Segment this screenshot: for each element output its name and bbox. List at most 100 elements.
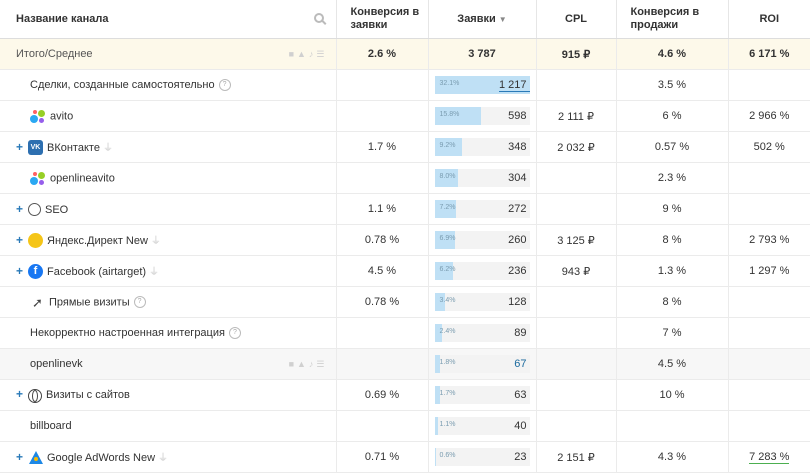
conv-sales-cell: 0.57 % — [616, 131, 729, 163]
roi-cell — [728, 193, 810, 225]
requests-bar-fill — [434, 324, 442, 342]
requests-value[interactable]: 89 — [514, 327, 527, 339]
requests-bar-fill — [434, 138, 462, 156]
requests-value[interactable]: 598 — [508, 110, 527, 122]
channel-name: Google AdWords New — [47, 451, 156, 464]
conv-sales-cell: 6 % — [616, 100, 729, 132]
requests-value[interactable]: 63 — [514, 389, 527, 401]
requests-share: 6.9% — [439, 235, 456, 242]
conv-cell: 1.7 % — [336, 131, 429, 163]
requests-value[interactable]: 128 — [508, 296, 527, 308]
conv-cell — [336, 317, 429, 349]
requests-bar-fill — [434, 200, 456, 218]
plug-icon: ⏚ — [102, 142, 113, 154]
requests-share: 6.2% — [439, 266, 456, 273]
channel-name: Сделки, созданные самостоятельно — [30, 78, 215, 91]
yandex-direct-icon — [28, 233, 43, 249]
requests-bar-fill — [434, 107, 482, 125]
channel-name-cell: + VK ВКонтакте ⏚ — [0, 131, 337, 163]
conv-cell: 4.5 % — [336, 255, 429, 287]
col-header-name[interactable]: Название канала — [0, 0, 337, 39]
requests-cell: 8.0% 304 — [428, 162, 537, 194]
help-icon[interactable]: ? — [228, 327, 241, 340]
conv-cell: 0.78 % — [336, 286, 429, 318]
expand-plus-icon[interactable]: + — [16, 139, 24, 154]
conv-cell — [336, 100, 429, 132]
requests-bar: 3.4% 128 — [434, 293, 530, 311]
requests-value[interactable]: 1 217 — [498, 79, 530, 92]
requests-cell: 6.2% 236 — [428, 255, 537, 287]
expand-plus-icon[interactable]: + — [16, 232, 24, 247]
expand-plus-icon[interactable]: + — [16, 387, 24, 402]
roi-cell — [728, 162, 810, 194]
requests-value[interactable]: 236 — [508, 265, 527, 277]
requests-bar-fill — [434, 448, 437, 466]
expand-plus-icon[interactable]: + — [16, 449, 24, 464]
conv-sales-cell: 4.5 % — [616, 348, 729, 380]
roi-cell — [728, 348, 810, 380]
roi-cell — [728, 379, 810, 411]
col-header-requests[interactable]: Заявки ▼ — [428, 0, 537, 39]
conv-sales-cell: 4.3 % — [616, 441, 729, 473]
requests-share: 1.8% — [439, 359, 456, 366]
requests-value[interactable]: 272 — [508, 203, 527, 215]
col-header-conv-requests[interactable]: Конверсия в заявки — [336, 0, 429, 39]
channel-name: openlineavito — [50, 171, 115, 184]
channel-name: billboard — [30, 420, 72, 432]
requests-share: 1.1% — [439, 421, 456, 428]
col-header-roi[interactable]: ROI — [728, 0, 810, 39]
requests-share: 32.1% — [439, 80, 460, 87]
table-row[interactable]: + f Facebook (airtarget) ⏚ 4.5 % 6.2% 236 94… — [0, 255, 810, 287]
search-icon[interactable] — [313, 13, 324, 23]
cpl-cell — [536, 193, 617, 225]
col-header-cpl[interactable]: CPL — [536, 0, 617, 39]
requests-value[interactable]: 348 — [508, 141, 527, 153]
table-row[interactable]: openlineavito 8.0% 304 2.3 % — [0, 162, 810, 194]
requests-cell: 1.8% 67 — [428, 348, 537, 380]
requests-value[interactable]: 67 — [514, 358, 527, 370]
conv-cell: 1.1 % — [336, 193, 429, 225]
channel-name-cell: avito — [0, 100, 337, 132]
table-row[interactable]: Сделки, созданные самостоятельно? 32.1% 1… — [0, 69, 810, 101]
table-row[interactable]: + Визиты с сайтов 0.69 % 1.7% 63 10 % — [0, 379, 810, 411]
requests-value[interactable]: 260 — [508, 234, 527, 246]
table-row[interactable]: + VK ВКонтакте ⏚ 1.7 % 9.2% 348 2 032 ₽ 0.57… — [0, 131, 810, 163]
channel-name-cell: ➚ Прямые визиты? — [0, 286, 337, 318]
expand-plus-icon[interactable]: + — [16, 263, 24, 278]
cpl-cell: 2 111 ₽ — [536, 100, 617, 132]
col-header-conv-sales[interactable]: Конверсия в продажи — [616, 0, 729, 39]
channel-name: Визиты с сайтов — [46, 389, 130, 402]
table-row[interactable]: openlinevk ■▲♪☰ 1.8% 67 4.5 % — [0, 348, 810, 380]
table-row[interactable]: + Яндекс.Директ New ⏚ 0.78 % 6.9% 260 3 125… — [0, 224, 810, 256]
expand-plus-icon[interactable]: + — [16, 201, 24, 216]
requests-share: 8.0% — [439, 173, 456, 180]
conv-cell: 0.78 % — [336, 224, 429, 256]
requests-value[interactable]: 304 — [508, 172, 527, 184]
help-icon[interactable]: ? — [218, 79, 231, 92]
requests-share: 15.8% — [439, 111, 460, 118]
requests-value[interactable]: 23 — [514, 451, 527, 463]
table-row[interactable]: billboard 1.1% 40 — [0, 410, 810, 442]
cpl-cell: 2 032 ₽ — [536, 131, 617, 163]
help-icon[interactable]: ? — [133, 296, 146, 308]
requests-bar: 1.8% 67 — [434, 355, 530, 373]
table-row[interactable]: + Google AdWords New ⏚ 0.71 % 0.6% 23 2 151… — [0, 441, 810, 473]
table-row[interactable]: Некорректно настроенная интеграция? 2.4%… — [0, 317, 810, 349]
requests-value[interactable]: 40 — [514, 420, 527, 432]
total-requests: 3 787 — [428, 38, 537, 70]
table-row[interactable]: ➚ Прямые визиты? 0.78 % 3.4% 128 8 % — [0, 286, 810, 318]
row-tools-icons[interactable]: ■▲♪☰ — [288, 49, 328, 59]
total-conv: 2.6 % — [336, 38, 429, 70]
table-row[interactable]: + SEO 1.1 % 7.2% 272 9 % — [0, 193, 810, 225]
roi-cell — [728, 317, 810, 349]
conv-sales-cell: 7 % — [616, 317, 729, 349]
channel-name: openlinevk — [30, 358, 83, 370]
row-tools-icons[interactable]: ■▲♪☰ — [288, 359, 328, 369]
table-row[interactable]: avito 15.8% 598 2 111 ₽ 6 % 2 966 % — [0, 100, 810, 132]
header-row: Название канала Конверсия в заявки Заявк… — [0, 0, 810, 39]
roi-value[interactable]: 7 283 % — [749, 451, 790, 464]
cpl-cell — [536, 286, 617, 318]
roi-cell — [728, 69, 810, 101]
requests-bar: 2.4% 89 — [434, 324, 530, 342]
